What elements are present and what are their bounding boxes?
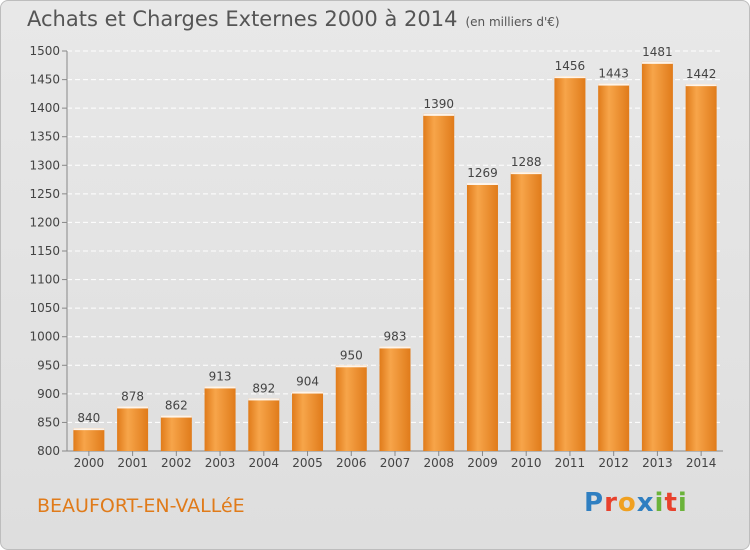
bar-top-highlight [554, 76, 586, 79]
y-tick-label: 1150 [29, 244, 60, 258]
bar [292, 391, 324, 451]
data-label: 1288 [511, 155, 542, 169]
data-label: 862 [165, 399, 188, 413]
bar-top-highlight [335, 365, 367, 368]
y-tick-label: 1000 [29, 330, 60, 344]
y-tick-label: 1050 [29, 301, 60, 315]
x-tick-label: 2008 [423, 456, 454, 470]
y-tick-label: 1200 [29, 215, 60, 229]
y-tick-label: 1300 [29, 158, 60, 172]
bar [160, 415, 192, 451]
x-tick-label: 2012 [598, 456, 629, 470]
bar-top-highlight [510, 172, 542, 175]
bar [466, 183, 498, 451]
data-label: 1269 [467, 166, 498, 180]
proxiti-logo: Proxiti [584, 488, 688, 518]
bar-top-highlight [117, 406, 149, 409]
y-tick-label: 900 [37, 387, 60, 401]
logo-letter: t [664, 488, 678, 518]
data-label: 1442 [686, 67, 717, 81]
bar [685, 84, 717, 452]
y-tick-label: 1100 [29, 273, 60, 287]
bar [598, 83, 630, 452]
data-label: 1456 [555, 59, 586, 73]
city-name: BEAUFORT-EN-VALLéE [37, 495, 245, 517]
logo-letter: P [584, 488, 605, 518]
bar-top-highlight [73, 428, 105, 431]
bar [117, 406, 149, 451]
x-tick-label: 2004 [249, 456, 280, 470]
bar-top-highlight [248, 398, 280, 401]
y-tick-label: 950 [37, 358, 60, 372]
x-tick-label: 2009 [467, 456, 498, 470]
logo-letter: i [677, 488, 688, 518]
data-label: 1390 [423, 97, 454, 111]
data-label: 950 [340, 348, 363, 362]
bar-top-highlight [466, 183, 498, 185]
x-tick-label: 2014 [686, 456, 717, 470]
chart-unit: (en milliers d'€) [465, 15, 560, 29]
bar [554, 76, 586, 452]
x-tick-label: 2006 [336, 456, 367, 470]
bar [248, 398, 280, 451]
x-tick-label: 2010 [511, 456, 542, 470]
bar-top-highlight [292, 391, 324, 394]
data-label: 840 [77, 411, 100, 425]
logo-letter: o [617, 488, 637, 518]
x-tick-label: 2005 [292, 456, 323, 470]
data-label: 913 [209, 369, 232, 383]
data-label: 878 [121, 389, 144, 403]
bar [204, 386, 236, 451]
bar-top-highlight [598, 83, 630, 86]
bar [510, 172, 542, 451]
bar [379, 346, 411, 451]
bar-top-highlight [160, 415, 192, 418]
bar-top-highlight [423, 113, 455, 116]
bar [335, 365, 367, 451]
bar-top-highlight [379, 346, 411, 349]
y-tick-label: 800 [37, 444, 60, 458]
data-label: 1481 [642, 45, 673, 59]
logo-letter: r [604, 488, 618, 518]
y-tick-label: 1400 [29, 101, 60, 115]
x-tick-label: 2000 [74, 456, 105, 470]
x-tick-label: 2007 [380, 456, 411, 470]
x-tick-label: 2013 [642, 456, 673, 470]
x-tick-label: 2003 [205, 456, 236, 470]
y-tick-label: 1250 [29, 187, 60, 201]
bar-top-highlight [685, 84, 717, 87]
data-label: 904 [296, 375, 319, 389]
data-label: 892 [252, 381, 275, 395]
data-label: 1443 [598, 67, 629, 81]
data-label: 983 [384, 329, 407, 343]
bar-top-highlight [641, 61, 673, 64]
chart-title-text: Achats et Charges Externes 2000 à 2014 [27, 7, 458, 31]
y-tick-label: 1500 [29, 44, 60, 58]
x-tick-label: 2011 [555, 456, 586, 470]
chart-title: Achats et Charges Externes 2000 à 2014 (e… [27, 7, 560, 31]
x-tick-label: 2002 [161, 456, 192, 470]
bar-top-highlight [204, 386, 236, 389]
logo-letter: i [654, 488, 665, 518]
y-tick-label: 1450 [29, 73, 60, 87]
x-tick-label: 2001 [117, 456, 148, 470]
logo-letter: x [636, 488, 655, 518]
bar-chart: 800 850 900 950 1000 1050 1100 1150 1200 1250 1300… [29, 44, 723, 470]
bar [73, 428, 105, 451]
bar [641, 61, 673, 451]
bar [423, 113, 455, 451]
y-tick-label: 850 [37, 415, 60, 429]
y-tick-label: 1350 [29, 130, 60, 144]
